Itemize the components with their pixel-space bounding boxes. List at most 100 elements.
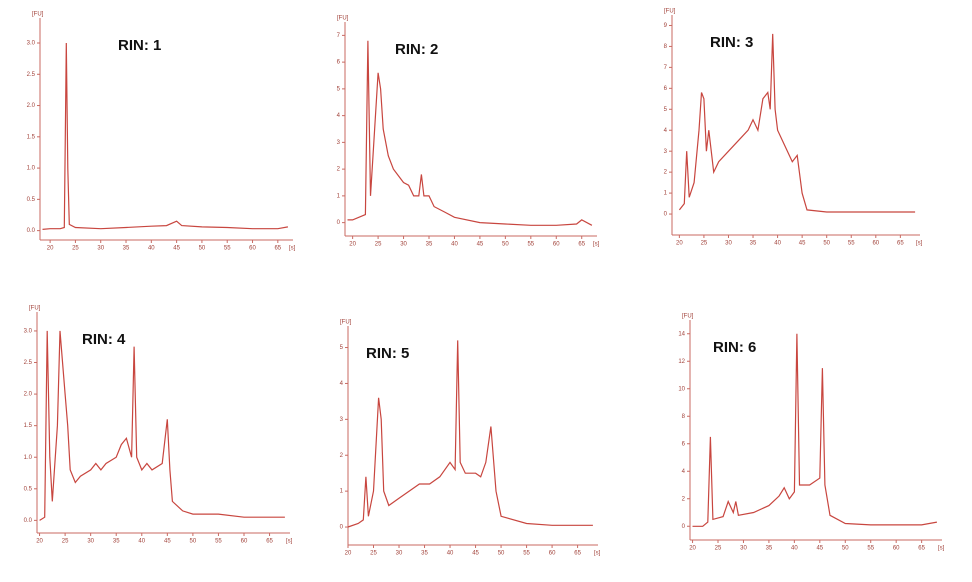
x-tick-label: 30 bbox=[87, 539, 94, 545]
y-tick-label: 2.5 bbox=[24, 360, 33, 366]
y-tick-label: 0 bbox=[664, 212, 668, 218]
y-axis-label: [FU] bbox=[664, 9, 676, 15]
trace bbox=[347, 340, 593, 528]
chart-title: RIN: 2 bbox=[395, 41, 438, 58]
x-tick-label: 30 bbox=[97, 246, 104, 252]
x-tick-label: 65 bbox=[578, 242, 585, 248]
y-tick-label: 1 bbox=[664, 191, 668, 197]
x-axis-label: [s] bbox=[594, 551, 601, 557]
x-tick-label: 35 bbox=[426, 242, 433, 248]
x-tick-label: 20 bbox=[689, 546, 696, 552]
y-tick-label: 0.5 bbox=[27, 197, 36, 203]
x-tick-label: 40 bbox=[447, 551, 454, 557]
y-tick-label: 5 bbox=[340, 345, 344, 351]
trace bbox=[678, 33, 916, 213]
y-tick-label: 4 bbox=[340, 381, 344, 387]
y-tick-label: 2 bbox=[664, 170, 668, 176]
x-tick-label: 55 bbox=[523, 551, 530, 557]
y-tick-label: 0.5 bbox=[24, 486, 33, 492]
x-tick-label: 25 bbox=[715, 546, 722, 552]
x-tick-label: 30 bbox=[725, 241, 732, 247]
x-tick-label: 65 bbox=[574, 551, 581, 557]
x-tick-label: 60 bbox=[549, 551, 556, 557]
x-tick-label: 45 bbox=[816, 546, 823, 552]
y-tick-label: 3 bbox=[340, 417, 344, 423]
y-tick-label: 8 bbox=[664, 44, 668, 50]
x-tick-label: 25 bbox=[62, 539, 69, 545]
x-tick-label: 20 bbox=[345, 551, 352, 557]
x-tick-label: 45 bbox=[477, 242, 484, 248]
x-tick-label: 65 bbox=[274, 246, 281, 252]
x-tick-label: 50 bbox=[199, 246, 206, 252]
y-tick-label: 2 bbox=[340, 453, 344, 459]
x-tick-label: 55 bbox=[215, 539, 222, 545]
chart-title: RIN: 5 bbox=[366, 345, 409, 362]
x-tick-label: 50 bbox=[190, 539, 197, 545]
y-tick-label: 1 bbox=[340, 489, 344, 495]
y-tick-label: 1.0 bbox=[27, 166, 36, 172]
x-tick-label: 55 bbox=[848, 241, 855, 247]
x-tick-label: 55 bbox=[867, 546, 874, 552]
y-axis-label: [FU] bbox=[337, 16, 349, 22]
x-tick-label: 40 bbox=[451, 242, 458, 248]
y-tick-label: 3 bbox=[664, 149, 668, 155]
y-tick-label: 6 bbox=[664, 86, 668, 92]
x-tick-label: 20 bbox=[47, 246, 54, 252]
x-tick-label: 35 bbox=[123, 246, 130, 252]
y-tick-label: 12 bbox=[678, 359, 685, 365]
y-tick-label: 4 bbox=[682, 469, 686, 475]
x-tick-label: 45 bbox=[799, 241, 806, 247]
x-tick-label: 60 bbox=[553, 242, 560, 248]
x-tick-label: 50 bbox=[502, 242, 509, 248]
x-tick-label: 50 bbox=[842, 546, 849, 552]
chart-title: RIN: 4 bbox=[82, 331, 126, 348]
trace bbox=[39, 330, 285, 521]
x-tick-label: 40 bbox=[791, 546, 798, 552]
y-axis-label: [FU] bbox=[340, 320, 352, 326]
x-axis-label: [s] bbox=[938, 546, 945, 552]
y-axis-label: [FU] bbox=[32, 12, 44, 18]
x-tick-label: 60 bbox=[249, 246, 256, 252]
chart-title: RIN: 1 bbox=[118, 37, 161, 54]
x-tick-label: 40 bbox=[138, 539, 145, 545]
x-tick-label: 30 bbox=[396, 551, 403, 557]
y-tick-label: 1 bbox=[337, 193, 341, 199]
x-axis-label: [s] bbox=[289, 246, 296, 252]
y-tick-label: 0 bbox=[337, 220, 341, 226]
y-tick-label: 0.0 bbox=[24, 518, 33, 524]
y-tick-label: 10 bbox=[678, 386, 685, 392]
x-tick-label: 40 bbox=[774, 241, 781, 247]
chart-title: RIN: 6 bbox=[713, 339, 756, 356]
y-tick-label: 5 bbox=[664, 107, 668, 113]
x-tick-label: 45 bbox=[173, 246, 180, 252]
y-tick-label: 3.0 bbox=[27, 41, 36, 47]
x-tick-label: 40 bbox=[148, 246, 155, 252]
x-axis-label: [s] bbox=[916, 241, 923, 247]
x-tick-label: 45 bbox=[164, 539, 171, 545]
x-tick-label: 25 bbox=[375, 242, 382, 248]
x-tick-label: 35 bbox=[750, 241, 757, 247]
y-tick-label: 4 bbox=[337, 113, 341, 119]
y-tick-label: 2.0 bbox=[27, 103, 36, 109]
x-tick-label: 55 bbox=[527, 242, 534, 248]
y-tick-label: 6 bbox=[682, 441, 686, 447]
x-tick-label: 20 bbox=[676, 241, 683, 247]
x-tick-label: 35 bbox=[113, 539, 120, 545]
y-tick-label: 14 bbox=[678, 331, 685, 337]
x-tick-label: 60 bbox=[872, 241, 879, 247]
x-tick-label: 50 bbox=[823, 241, 830, 247]
x-tick-label: 20 bbox=[349, 242, 356, 248]
x-tick-label: 65 bbox=[266, 539, 273, 545]
x-tick-label: 60 bbox=[241, 539, 248, 545]
y-axis-label: [FU] bbox=[682, 314, 694, 320]
x-tick-label: 25 bbox=[370, 551, 377, 557]
y-tick-label: 2.0 bbox=[24, 392, 33, 398]
x-tick-label: 50 bbox=[498, 551, 505, 557]
x-tick-label: 30 bbox=[740, 546, 747, 552]
x-axis-label: [s] bbox=[593, 242, 600, 248]
x-axis-label: [s] bbox=[286, 539, 293, 545]
y-tick-label: 0 bbox=[340, 525, 344, 531]
x-tick-label: 25 bbox=[72, 246, 79, 252]
x-tick-label: 20 bbox=[36, 539, 43, 545]
